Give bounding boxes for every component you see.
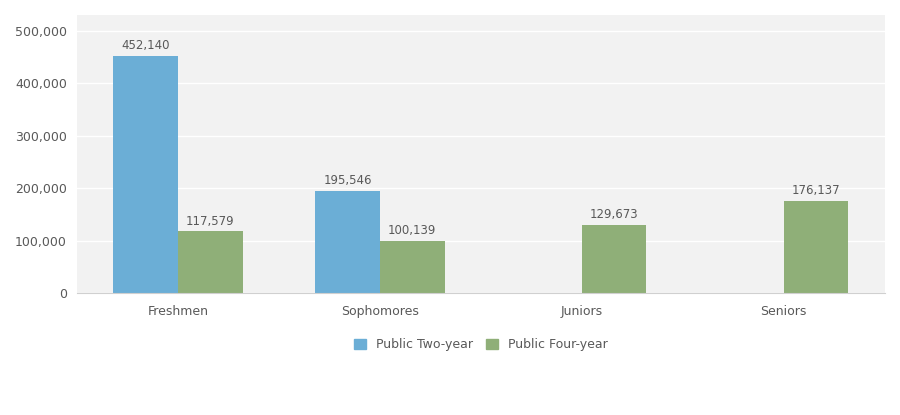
Bar: [581, 225, 646, 293]
Legend: Public Two-year, Public Four-year: Public Two-year, Public Four-year: [348, 334, 613, 356]
Text: 117,579: 117,579: [186, 215, 235, 228]
Text: 195,546: 195,546: [323, 174, 372, 187]
Text: 452,140: 452,140: [122, 39, 170, 52]
Text: 129,673: 129,673: [590, 208, 638, 222]
Bar: [315, 190, 380, 293]
Bar: [113, 56, 178, 293]
Bar: [380, 241, 445, 293]
Bar: [784, 201, 849, 293]
Bar: [178, 232, 243, 293]
Text: 100,139: 100,139: [388, 224, 436, 237]
Text: 176,137: 176,137: [792, 184, 841, 197]
